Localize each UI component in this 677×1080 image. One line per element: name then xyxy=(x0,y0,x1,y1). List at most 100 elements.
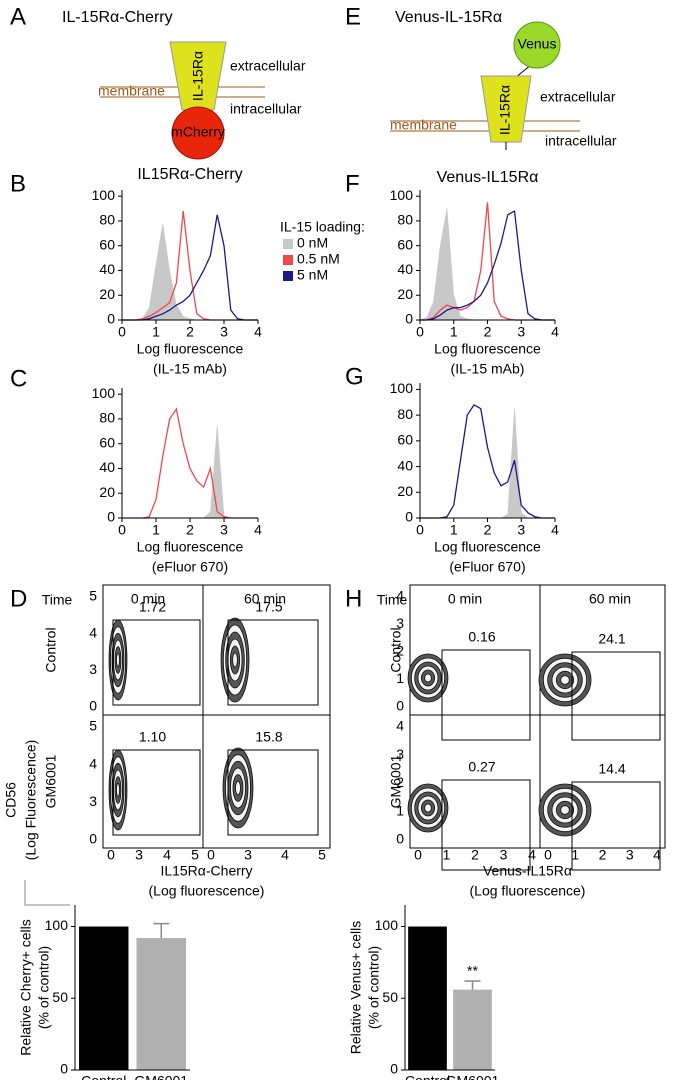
diagram-a: A IL-15Rα-Cherry IL-15Rα mCherry extrace… xyxy=(10,3,306,160)
bar xyxy=(136,938,186,1070)
area xyxy=(420,408,555,519)
x-tick-label: Control xyxy=(405,1073,450,1080)
gate xyxy=(441,649,531,741)
gate xyxy=(571,651,661,741)
y-axis-label: Relative Cherry+ cells xyxy=(18,919,34,1056)
gate-value: 17.5 xyxy=(255,599,282,615)
x-tick-label: 1 xyxy=(571,847,579,863)
x-axis-label: Log fluorescence xyxy=(434,539,541,555)
x-tick-label: 3 xyxy=(135,847,143,863)
x-tick-label: 3 xyxy=(220,324,228,340)
x-tick-label: 1 xyxy=(443,847,451,863)
tag-label: mCherry xyxy=(171,124,225,140)
panel-letter: E xyxy=(345,3,361,30)
time-label: Time xyxy=(377,592,408,608)
label: membrane xyxy=(390,117,457,133)
x-tick-label: 2 xyxy=(484,522,492,538)
plot-frame xyxy=(409,584,666,849)
x-tick-label: 3 xyxy=(517,324,525,340)
x-tick-label: 0 xyxy=(414,847,422,863)
label: membrane xyxy=(98,83,165,99)
x-tick-label: 2 xyxy=(599,847,607,863)
y-tick-label: 60 xyxy=(99,434,115,450)
contour xyxy=(116,782,120,798)
x-tick-label: 0 xyxy=(416,522,424,538)
diagram-title: IL-15Rα-Cherry xyxy=(62,9,173,26)
tag xyxy=(171,106,225,160)
gate-value: 15.8 xyxy=(255,729,282,745)
legend-label: 5 nM xyxy=(297,267,328,283)
label: intracellular xyxy=(230,101,302,117)
x-tick-label: 1 xyxy=(152,522,160,538)
y-tick-label: 60 xyxy=(397,236,413,252)
y-tick-label: 3 xyxy=(89,793,97,809)
y-tick-label: 40 xyxy=(397,457,413,473)
chart-title: IL15Rα-Cherry xyxy=(137,166,242,183)
receptor-label: IL-15Rα xyxy=(497,85,513,135)
scale-corner xyxy=(24,880,70,906)
y-tick-label: 80 xyxy=(99,212,115,228)
y-tick-label: 40 xyxy=(99,261,115,277)
gate xyxy=(571,781,661,871)
y-axis-label: CD56 xyxy=(3,782,19,818)
column-label: 60 min xyxy=(589,591,631,607)
x-axis-label: (Log fluorescence) xyxy=(470,883,586,899)
bar xyxy=(79,926,129,1070)
y-tick-label: 100 xyxy=(375,917,399,933)
x-tick-label: 4 xyxy=(254,522,262,538)
x-tick-label: 0 xyxy=(118,522,126,538)
gate-value: 24.1 xyxy=(598,631,625,647)
gate-value: 1.10 xyxy=(139,729,166,745)
y-tick-label: 80 xyxy=(397,212,413,228)
receptor xyxy=(480,75,532,143)
y-tick-label: 20 xyxy=(99,484,115,500)
x-tick-label: 3 xyxy=(244,847,252,863)
x-tick-label: 5 xyxy=(318,847,326,863)
chart-title: Venus-IL15Rα xyxy=(437,169,539,186)
y-tick-label: 40 xyxy=(99,459,115,475)
y-tick-label: 50 xyxy=(382,989,398,1005)
column-label: 0 min xyxy=(448,591,482,607)
x-tick-label: 1 xyxy=(152,324,160,340)
y-tick-label: 4 xyxy=(89,755,97,771)
x-tick-label: 0 xyxy=(544,847,552,863)
gate xyxy=(227,619,319,706)
gate-value: 14.4 xyxy=(598,761,625,777)
x-tick-label: 4 xyxy=(653,847,661,863)
gate xyxy=(112,619,201,706)
y-tick-label: 60 xyxy=(397,432,413,448)
label: extracellular xyxy=(230,58,306,74)
column-label: 60 min xyxy=(244,591,286,607)
y-tick-label: 100 xyxy=(390,380,414,396)
x-tick-label: 4 xyxy=(551,324,559,340)
legend-swatch xyxy=(283,239,293,249)
x-axis-label: IL15Rα-Cherry xyxy=(160,863,252,879)
line xyxy=(122,210,258,321)
contour xyxy=(116,652,120,668)
legend-swatch xyxy=(283,271,293,281)
row-label: Control xyxy=(43,627,59,672)
x-tick-label: 0 xyxy=(416,324,424,340)
gate xyxy=(227,749,319,836)
y-tick-label: 2 xyxy=(396,643,404,659)
y-tick-label: 3 xyxy=(396,746,404,762)
y-tick-label: 100 xyxy=(45,917,69,933)
y-tick-label: 0 xyxy=(396,698,404,714)
y-tick-label: 40 xyxy=(397,261,413,277)
y-tick-label: 2 xyxy=(396,774,404,790)
y-tick-label: 0 xyxy=(405,509,413,525)
y-tick-label: 0 xyxy=(107,509,115,525)
panel-letter: G xyxy=(345,363,364,390)
y-tick-label: 4 xyxy=(89,624,97,640)
contour xyxy=(560,805,570,815)
panel-letter: B xyxy=(10,170,26,197)
x-axis-label: Log fluorescence xyxy=(137,539,244,555)
y-tick-label: 80 xyxy=(397,406,413,422)
time-label: Time xyxy=(42,592,73,608)
x-axis-label: Venus-IL15Rα xyxy=(483,863,572,879)
column-label: 0 min xyxy=(131,591,165,607)
x-tick-label: 2 xyxy=(186,522,194,538)
bar xyxy=(453,989,492,1070)
x-tick-label: 4 xyxy=(551,522,559,538)
legend-title: IL-15 loading: xyxy=(280,219,365,235)
